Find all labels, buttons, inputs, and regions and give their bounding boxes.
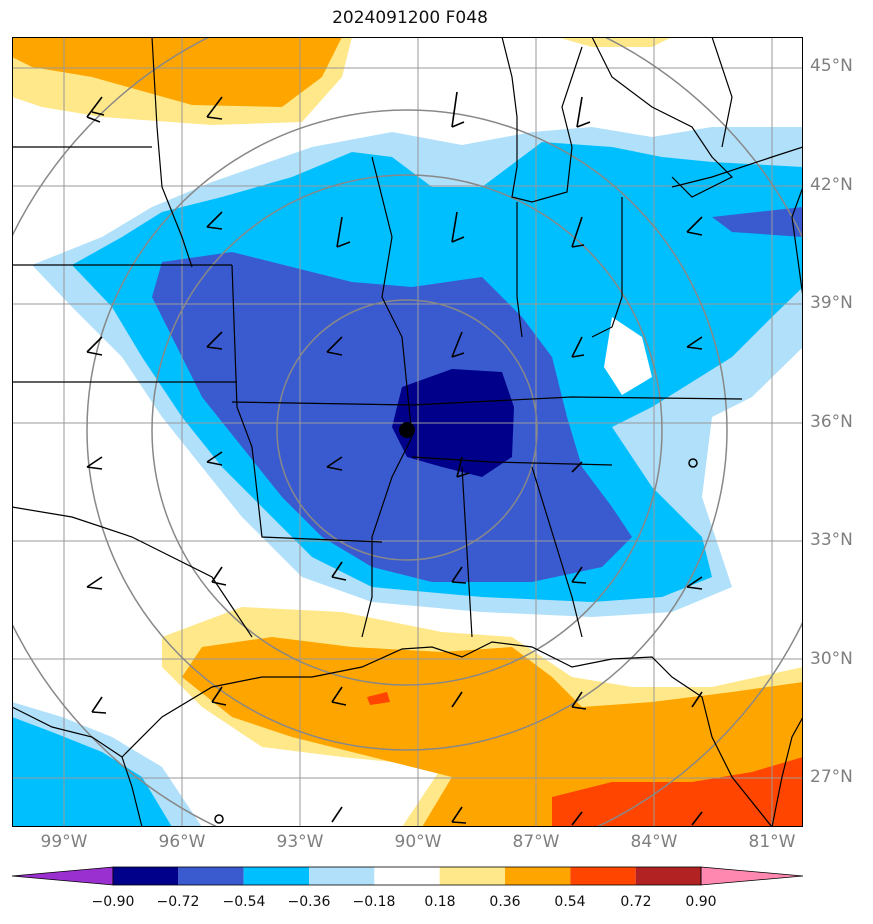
longitude-label-96w: 96°W — [158, 832, 206, 852]
colorbar-segment — [113, 867, 179, 885]
colorbar-tick-label: −0.54 — [222, 894, 266, 910]
colorbar-outline — [112, 866, 702, 886]
latitude-label-45n: 45°N — [810, 56, 853, 76]
colorbar-segment — [309, 867, 375, 885]
colorbar-segment — [570, 867, 636, 885]
cold-anomaly-southwest — [12, 702, 202, 827]
colorbar-tick-label: −0.90 — [91, 894, 135, 910]
map-title: 2024091200 F048 — [332, 8, 488, 28]
longitude-label-87w: 87°W — [512, 832, 560, 852]
colorbar-tick-label: −0.36 — [287, 894, 331, 910]
colorbar-tick-label: −0.72 — [156, 894, 200, 910]
wind-barbs — [86, 91, 703, 826]
longitude-label-90w: 90°W — [394, 832, 442, 852]
latitude-label-30n: 30°N — [810, 649, 853, 669]
latitude-label-39n: 39°N — [810, 293, 853, 313]
storm-center-marker — [399, 422, 415, 438]
colorbar-tick-label: 0.72 — [620, 894, 652, 910]
colorbar-tick-label: 0.36 — [489, 894, 521, 910]
colorbar-segment — [374, 867, 440, 885]
latitude-label-33n: 33°N — [810, 530, 853, 550]
longitude-label-84w: 84°W — [630, 832, 678, 852]
colorbar-segment — [178, 867, 244, 885]
longitude-label-81w: 81°W — [748, 832, 796, 852]
graticule-grid — [12, 37, 803, 827]
colorbar-segment — [243, 867, 309, 885]
colorbar-tick-label: 0.54 — [554, 894, 586, 910]
map-canvas — [12, 37, 803, 827]
colorbar-extend-low — [11, 866, 114, 886]
colorbar-tick-label: 0.18 — [424, 894, 456, 910]
longitude-label-99w: 99°W — [40, 832, 88, 852]
coastlines-borders — [12, 37, 803, 827]
colorbar-tick-label: 0.90 — [685, 894, 717, 910]
latitude-label-42n: 42°N — [810, 175, 853, 195]
small-marker-south — [214, 814, 224, 824]
warm-anomaly-gulf — [162, 607, 803, 827]
colorbar-segment — [439, 867, 505, 885]
colorbar — [11, 866, 804, 886]
longitude-label-93w: 93°W — [276, 832, 324, 852]
small-marker-east — [688, 458, 698, 468]
colorbar-extend-high — [700, 866, 804, 886]
colorbar-segment — [505, 867, 571, 885]
range-rings — [12, 37, 803, 827]
latitude-label-36n: 36°N — [810, 412, 853, 432]
colorbar-tick-label: −0.18 — [352, 894, 396, 910]
colorbar-segment — [635, 867, 701, 885]
latitude-label-27n: 27°N — [810, 767, 853, 787]
